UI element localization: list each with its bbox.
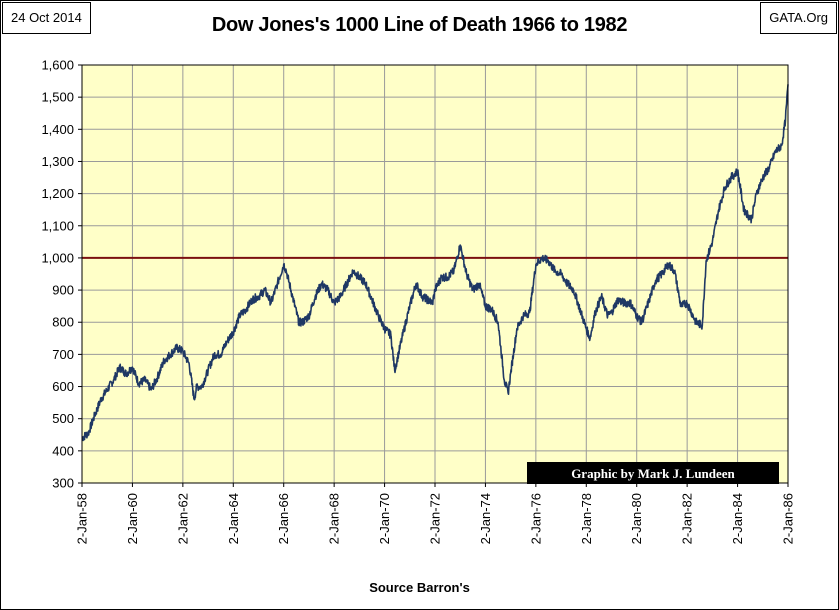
y-tick-label: 1,400 [41,122,74,137]
y-tick-label: 800 [52,315,74,330]
y-tick-label: 1,100 [41,218,74,233]
y-tick-label: 1,000 [41,250,74,265]
series-line [81,84,789,442]
y-tick-label: 700 [52,347,74,362]
x-tick-label: 2-Jan-60 [125,493,140,544]
x-tick-label: 2-Jan-76 [528,493,543,544]
site-label: GATA.Org [760,2,837,34]
x-tick-label: 2-Jan-62 [175,493,190,544]
y-tick-label: 1,600 [41,58,74,73]
x-tick-label: 2-Jan-82 [680,493,695,544]
x-axis-title: Source Barron's [369,580,470,595]
credit-box [527,462,779,484]
x-tick-label: 2-Jan-74 [478,493,493,544]
x-tick-label: 2-Jan-78 [579,493,594,544]
x-tick-label: 2-Jan-72 [428,493,443,544]
y-tick-label: 1,200 [41,186,74,201]
y-tick-label: 900 [52,283,74,298]
x-tick-label: 2-Jan-68 [327,493,342,544]
y-axis: 300 400 500 600 700 800 900 1,000 1,100 1,200 1,30… [41,58,82,491]
y-tick-label: 500 [52,411,74,426]
x-tick-label: 2-Jan-70 [377,493,392,544]
x-tick-label: 2-Jan-80 [629,493,644,544]
x-tick-label: 2-Jan-84 [730,493,745,544]
y-tick-label: 300 [52,476,74,491]
x-tick-label: 2-Jan-58 [75,493,90,544]
credit-label: Graphic by Mark J. Lundeen [571,466,735,481]
x-tick-label: 2-Jan-66 [276,493,291,544]
y-tick-label: 600 [52,379,74,394]
x-axis: 2-Jan-58 2-Jan-60 2-Jan-62 2-Jan-64 2-Jan-66… [75,483,796,544]
y-tick-label: 400 [52,443,74,458]
date-label: 24 Oct 2014 [2,2,91,34]
x-tick-label: 2-Jan-86 [781,493,796,544]
y-tick-label: 1,300 [41,154,74,169]
y-tick-label: 1,500 [41,90,74,105]
x-tick-label: 2-Jan-64 [226,493,241,544]
chart-title: Dow Jones's 1000 Line of Death 1966 to 1… [211,14,628,36]
